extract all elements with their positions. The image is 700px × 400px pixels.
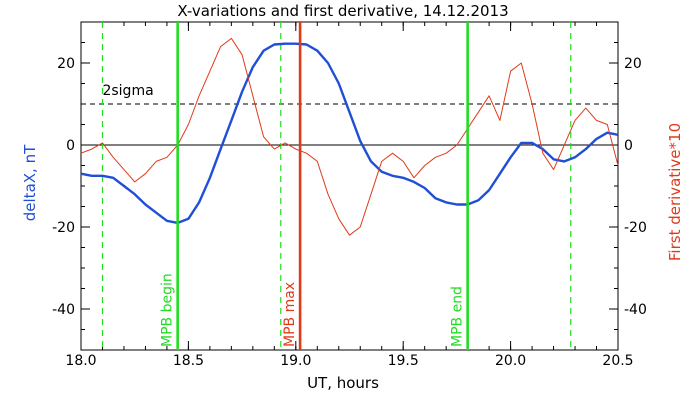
x-tick-label: 19.5 [388, 353, 419, 369]
y-tick-label-right: 0 [624, 138, 633, 154]
threshold-label: 2sigma [102, 83, 153, 99]
marker-label: MPB begin [160, 273, 176, 347]
y-tick-label-left: 20 [57, 56, 75, 72]
x-tick-label: 18.0 [65, 353, 96, 369]
x-tick-label: 20.5 [602, 353, 633, 369]
deltax-series-line [80, 42, 619, 225]
y-tick-label-right: -40 [624, 302, 647, 318]
y-axis-left-label: deltaX, nT [21, 144, 39, 221]
chart-title: X-variations and first derivative, 14.12… [177, 2, 508, 20]
plot-area: 18.0 18.5 19.0 19.5 20.0 20.5 20 20 0 0 -20 -20 -40 -… [52, 21, 647, 369]
y-tick-label-left: 0 [66, 138, 75, 154]
y-axis-right-label: First derivative*10 [666, 123, 684, 261]
x-tick-label: 19.0 [280, 353, 311, 369]
marker-label: MPB max [282, 282, 298, 347]
x-tick-label: 18.5 [173, 353, 204, 369]
marker-label: MPB end [450, 286, 466, 347]
derivative-series-line [80, 37, 619, 236]
y-tick-label-right: 20 [624, 56, 642, 72]
y-tick-label-left: -40 [52, 302, 75, 318]
y-tick-label-left: -20 [52, 220, 75, 236]
y-tick-label-right: -20 [624, 220, 647, 236]
x-axis-label: UT, hours [307, 374, 379, 392]
x-tick-label: 20.0 [495, 353, 526, 369]
